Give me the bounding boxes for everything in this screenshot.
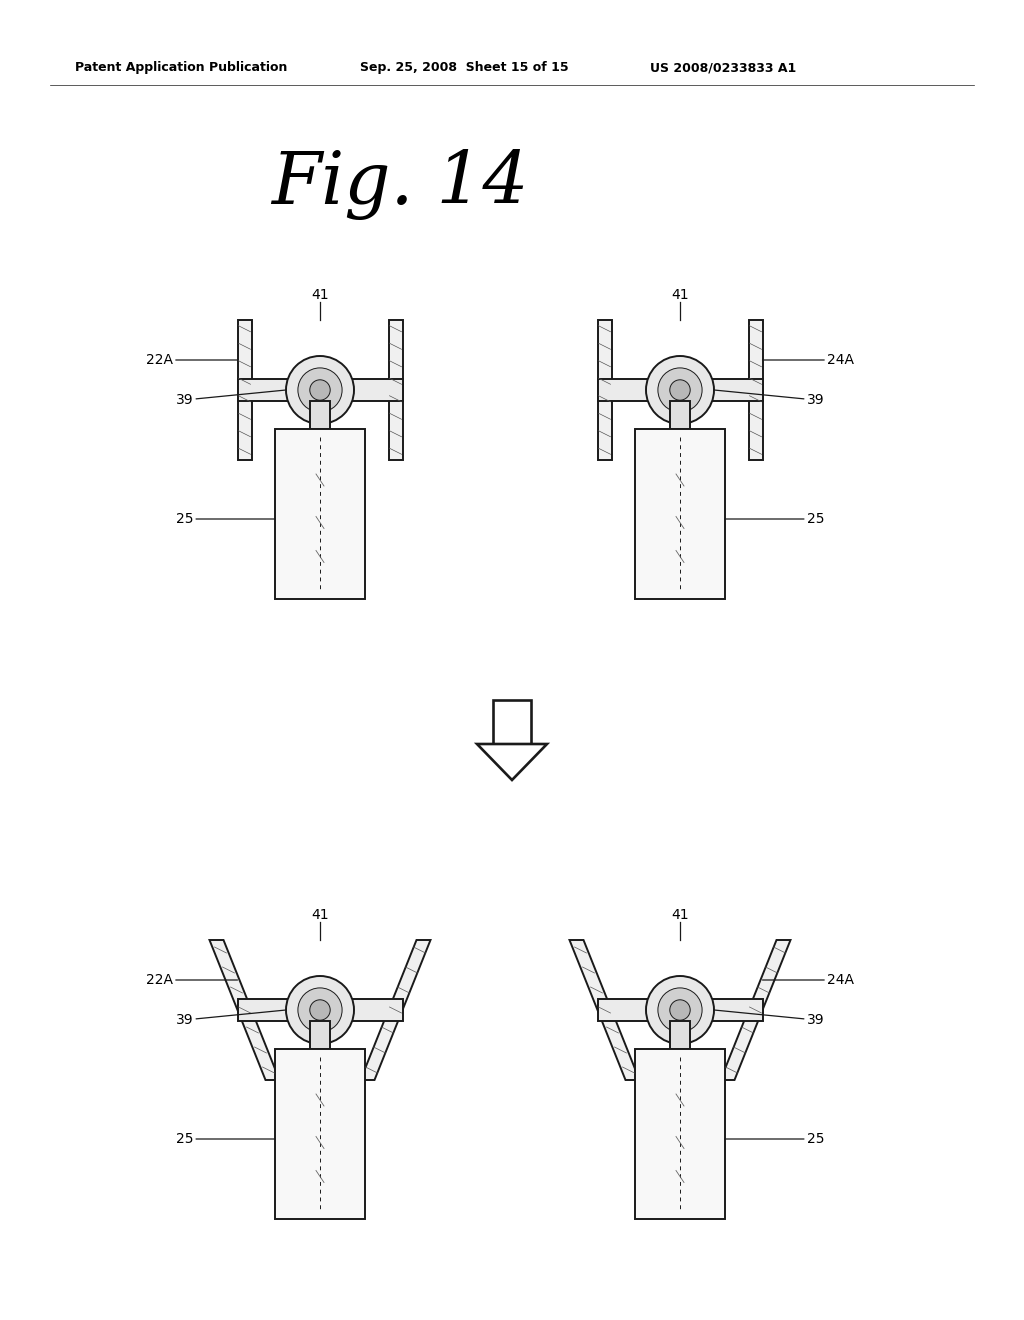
Text: US 2008/0233833 A1: US 2008/0233833 A1 [650, 62, 797, 74]
Polygon shape [210, 940, 280, 1080]
Circle shape [670, 999, 690, 1020]
Polygon shape [360, 940, 430, 1080]
Text: 39: 39 [714, 389, 824, 407]
Circle shape [646, 356, 714, 424]
Text: Patent Application Publication: Patent Application Publication [75, 62, 288, 74]
Circle shape [310, 999, 330, 1020]
Text: 22A: 22A [146, 352, 238, 367]
Bar [238, 319, 252, 459]
Bar [597, 999, 763, 1020]
Text: 25: 25 [176, 1133, 275, 1146]
Bar [635, 1049, 725, 1218]
Text: Fig. 14: Fig. 14 [271, 149, 528, 220]
Polygon shape [493, 700, 531, 744]
Polygon shape [569, 940, 640, 1080]
Text: Sep. 25, 2008  Sheet 15 of 15: Sep. 25, 2008 Sheet 15 of 15 [360, 62, 568, 74]
Text: 24A: 24A [763, 973, 854, 987]
Text: 41: 41 [311, 908, 329, 921]
Polygon shape [721, 940, 791, 1080]
Text: 39: 39 [176, 389, 286, 407]
Circle shape [286, 975, 354, 1044]
Bar [275, 429, 365, 599]
Bar [238, 379, 402, 401]
Bar [275, 1049, 365, 1218]
Text: 41: 41 [671, 908, 689, 921]
Bar [749, 319, 763, 459]
Text: 25: 25 [725, 1133, 824, 1146]
Circle shape [657, 368, 702, 412]
Bar [310, 1020, 330, 1049]
Circle shape [657, 987, 702, 1032]
Circle shape [310, 380, 330, 400]
Text: 25: 25 [725, 512, 824, 525]
Bar [238, 999, 402, 1020]
Bar [310, 401, 330, 429]
Text: 41: 41 [671, 288, 689, 302]
Bar [670, 1020, 690, 1049]
Polygon shape [477, 744, 547, 780]
Circle shape [646, 975, 714, 1044]
Bar [635, 429, 725, 599]
Circle shape [670, 380, 690, 400]
Circle shape [298, 368, 342, 412]
Text: 25: 25 [176, 512, 275, 525]
Bar [597, 379, 763, 401]
Circle shape [298, 987, 342, 1032]
Text: 39: 39 [714, 1010, 824, 1027]
Circle shape [286, 356, 354, 424]
Text: 22A: 22A [146, 973, 238, 987]
Text: 41: 41 [311, 288, 329, 302]
Bar [670, 401, 690, 429]
Bar [597, 319, 611, 459]
Text: 39: 39 [176, 1010, 286, 1027]
Bar [388, 319, 402, 459]
Text: 24A: 24A [763, 352, 854, 367]
